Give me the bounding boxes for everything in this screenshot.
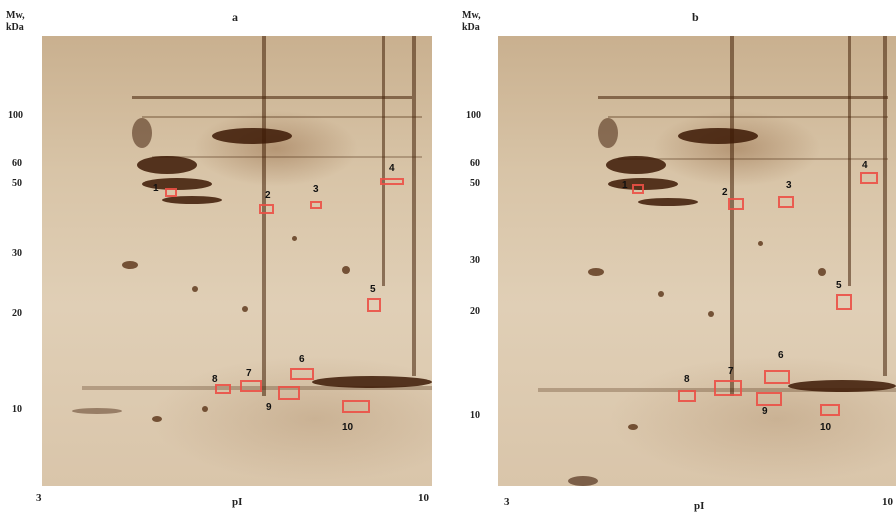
pi-max-label: 10 <box>418 492 429 504</box>
spot-box-1 <box>632 184 644 194</box>
pi-axis-label: pI <box>232 496 243 508</box>
spot-box-2 <box>728 198 744 210</box>
mw-tick-10: 10 <box>470 410 480 421</box>
spot-label-10: 10 <box>820 422 832 433</box>
mw-axis-label: Mw, kDa <box>6 10 25 33</box>
spot-box-7 <box>714 380 742 396</box>
mw-tick-50: 50 <box>470 178 480 189</box>
mw-tick-100: 100 <box>466 110 481 121</box>
spot-label-4: 4 <box>389 163 395 174</box>
spot-box-1 <box>165 188 177 197</box>
spot-box-2 <box>259 204 274 214</box>
spot-box-3 <box>310 201 322 209</box>
spot-label-7: 7 <box>246 368 252 379</box>
spot-label-7: 7 <box>728 366 734 377</box>
spot-box-4 <box>860 172 878 184</box>
spot-label-8: 8 <box>684 374 690 385</box>
pi-min-label: 3 <box>36 492 42 504</box>
spot-box-10 <box>342 400 370 413</box>
spot-label-6: 6 <box>778 350 784 361</box>
gel-panel-a: Mw, kDa a 100 60 50 30 20 10 <box>0 0 440 513</box>
pi-max-label: 10 <box>882 496 893 508</box>
mw-tick-10: 10 <box>12 404 22 415</box>
spot-box-10 <box>820 404 840 416</box>
mw-tick-60: 60 <box>470 158 480 169</box>
panel-letter: a <box>232 10 238 24</box>
spot-label-3: 3 <box>313 184 319 195</box>
mw-tick-30: 30 <box>470 255 480 266</box>
pi-axis-label: pI <box>694 500 705 512</box>
mw-axis-label: Mw, kDa <box>462 10 481 33</box>
spot-label-8: 8 <box>212 374 218 385</box>
spot-box-6 <box>764 370 790 384</box>
mw-tick-30: 30 <box>12 248 22 259</box>
mw-tick-100: 100 <box>8 110 23 121</box>
gel-image <box>42 36 432 486</box>
spot-box-8 <box>678 390 696 402</box>
spot-box-9 <box>278 386 300 400</box>
spot-label-4: 4 <box>862 160 868 171</box>
spot-box-6 <box>290 368 314 380</box>
spot-label-5: 5 <box>370 284 376 295</box>
mw-tick-60: 60 <box>12 158 22 169</box>
gel-image <box>498 36 896 486</box>
spot-label-5: 5 <box>836 280 842 291</box>
spot-label-9: 9 <box>266 402 272 413</box>
spot-box-3 <box>778 196 794 208</box>
mw-tick-20: 20 <box>470 306 480 317</box>
spot-label-1: 1 <box>622 180 628 191</box>
spot-box-8 <box>215 384 231 394</box>
spot-box-5 <box>367 298 381 312</box>
spot-box-5 <box>836 294 852 310</box>
spot-box-4 <box>380 178 404 185</box>
spot-box-7 <box>240 380 262 392</box>
gel-panel-b: Mw, kDa b 100 60 50 30 20 10 <box>456 0 896 513</box>
mw-tick-20: 20 <box>12 308 22 319</box>
spot-label-2: 2 <box>265 190 271 201</box>
pi-min-label: 3 <box>504 496 510 508</box>
mw-tick-50: 50 <box>12 178 22 189</box>
panel-letter: b <box>692 10 699 24</box>
spot-label-2: 2 <box>722 187 728 198</box>
spot-label-3: 3 <box>786 180 792 191</box>
spot-label-9: 9 <box>762 406 768 417</box>
spot-label-6: 6 <box>299 354 305 365</box>
spot-box-9 <box>756 392 782 406</box>
spot-label-1: 1 <box>153 183 159 194</box>
spot-label-10: 10 <box>342 422 354 433</box>
